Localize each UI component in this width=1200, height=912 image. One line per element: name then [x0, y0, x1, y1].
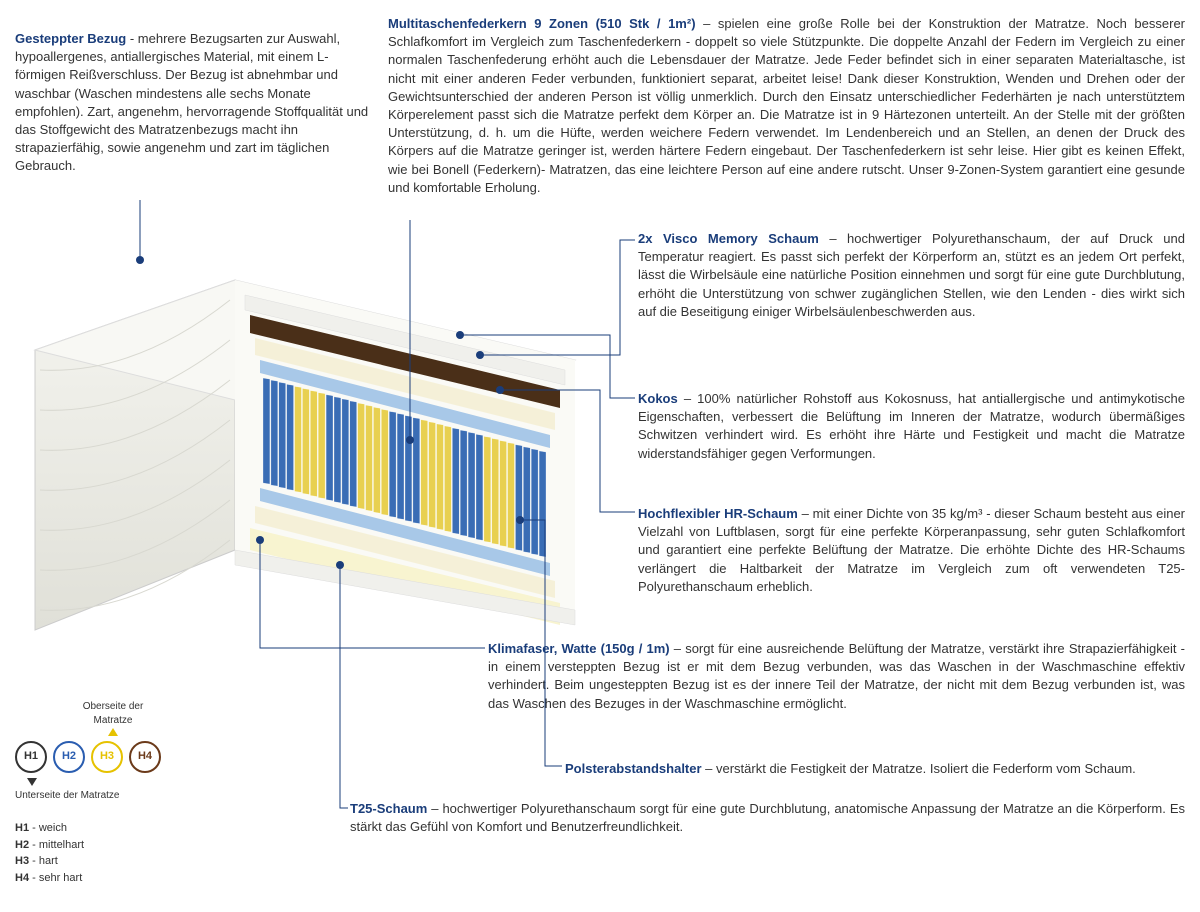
t25-title: T25-Schaum	[350, 801, 427, 816]
legend-top-label: Oberseite der Matratze	[73, 700, 153, 728]
arrow-down-icon	[27, 778, 37, 786]
hardness-circles: H1 H2 H3 H4	[15, 741, 215, 773]
polster-title: Polsterabstandshalter	[565, 761, 702, 776]
circle-h3: H3	[91, 741, 123, 773]
section-hr: Hochflexibler HR-Schaum – mit einer Dich…	[638, 505, 1185, 596]
section-polster: Polsterabstandshalter – verstärkt die Fe…	[565, 760, 1185, 778]
mattress-diagram	[15, 230, 615, 650]
cover-title: Gesteppter Bezug	[15, 31, 126, 46]
section-klima: Klimafaser, Watte (150g / 1m) – sorgt fü…	[488, 640, 1185, 713]
arrow-up-icon	[108, 728, 118, 736]
cover-body: - mehrere Bezugsarten zur Auswahl, hypoa…	[15, 31, 368, 173]
section-t25: T25-Schaum – hochwertiger Polyurethansch…	[350, 800, 1185, 836]
legend-bottom-label: Unterseite der Matratze	[15, 789, 215, 803]
section-cover: Gesteppter Bezug - mehrere Bezugsarten z…	[15, 30, 370, 176]
hardness-legend: Oberseite der Matratze H1 H2 H3 H4 Unter…	[15, 700, 215, 803]
visco-title: 2x Visco Memory Schaum	[638, 231, 819, 246]
t25-body: – hochwertiger Polyurethanschaum sorgt f…	[350, 801, 1185, 834]
section-visco: 2x Visco Memory Schaum – hochwertiger Po…	[638, 230, 1185, 321]
kokos-body: – 100% natürlicher Rohstoff aus Kokosnus…	[638, 391, 1185, 461]
hardness-list: H1 - weich H2 - mittelhart H3 - hart H4 …	[15, 820, 84, 886]
circle-h2: H2	[53, 741, 85, 773]
circle-h1: H1	[15, 741, 47, 773]
polster-body: – verstärkt die Festigkeit der Matratze.…	[702, 761, 1136, 776]
section-springs: Multitaschenfederkern 9 Zonen (510 Stk /…	[388, 15, 1185, 197]
springs-title: Multitaschenfederkern 9 Zonen (510 Stk /…	[388, 16, 696, 31]
hr-title: Hochflexibler HR-Schaum	[638, 506, 798, 521]
section-kokos: Kokos – 100% natürlicher Rohstoff aus Ko…	[638, 390, 1185, 463]
circle-h4: H4	[129, 741, 161, 773]
springs-body: – spielen eine große Rolle bei der Konst…	[388, 16, 1185, 195]
kokos-title: Kokos	[638, 391, 678, 406]
